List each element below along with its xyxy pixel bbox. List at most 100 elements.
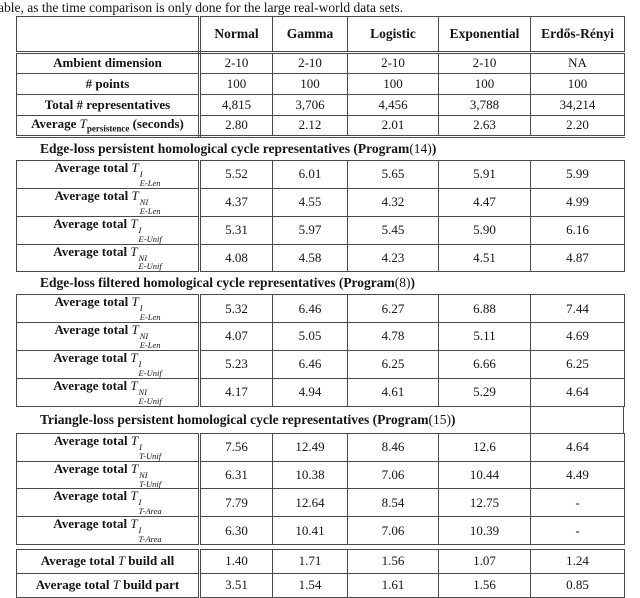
table-row: Average total T NI T-Unif 6.31 10.38 7.06 … xyxy=(16,460,625,490)
table-row: Average total T I E-Len 5.32 6.46 6.27 6.8… xyxy=(16,294,625,324)
cell-value: NA xyxy=(530,52,625,74)
table-row: Average total T I T-Unif 7.56 12.49 8.46 1… xyxy=(16,432,625,462)
section-title-close: ) xyxy=(431,141,437,156)
cell-value: 4,815 xyxy=(199,94,273,116)
math-sup: I xyxy=(139,169,143,179)
row-label: Ambient dimension xyxy=(16,52,201,74)
row-label-text: Average total xyxy=(54,322,129,338)
table-row: Average total T NI E-Unif 4.17 4.94 4.61 5… xyxy=(16,377,625,407)
cell-value: 6.88 xyxy=(438,294,531,324)
cell-value: 4.55 xyxy=(272,187,348,217)
math-sup: I xyxy=(139,303,143,314)
math-supsub: I T-Area xyxy=(139,498,162,516)
header-row: Normal Gamma Logistic Exponential Erdős-… xyxy=(16,16,625,54)
cell-value: 5.23 xyxy=(199,350,273,379)
caption-text: able, as the time comparison is only don… xyxy=(0,0,403,15)
section-title-close: ) xyxy=(410,275,416,291)
row-label: Average total T I T-Unif xyxy=(16,432,201,462)
cell-value: 6.25 xyxy=(530,350,625,379)
cell-value: - xyxy=(530,516,625,546)
row-label-text: Average total xyxy=(54,294,129,310)
math-sup: I xyxy=(138,497,142,508)
cell-value: 4.08 xyxy=(199,243,273,273)
table-row: Average total T build part 3.51 1.54 1.6… xyxy=(16,573,625,598)
row-label: Average total T I E-Unif xyxy=(16,215,201,245)
row-label: Average total T NI E-Len xyxy=(16,322,201,352)
math-symbol: T xyxy=(130,461,139,476)
math-supsub: NI E-Unif xyxy=(138,252,162,272)
math-sup: NI xyxy=(139,196,149,207)
row-label: Average total T I T-Area xyxy=(16,488,201,518)
math-supsub: I E-Len xyxy=(140,170,161,188)
cell-value: 10.39 xyxy=(438,516,531,546)
cell-value: 5.45 xyxy=(347,215,439,245)
row-label: Average total T I E-Unif xyxy=(16,350,201,379)
math-symbol: T xyxy=(130,350,138,366)
cell-value: 10.38 xyxy=(272,460,348,490)
cell-value: 6.31 xyxy=(199,460,273,490)
math-sub: T-Unif xyxy=(139,478,162,489)
math-symbol: T xyxy=(130,244,138,259)
cell-value: 4.87 xyxy=(530,243,625,273)
cell-value: 3.51 xyxy=(199,573,273,598)
cell-value: 1.56 xyxy=(438,573,531,598)
cell-value: 34,214 xyxy=(530,94,625,116)
cell-value: 2.12 xyxy=(272,115,348,138)
summary-table: Normal Gamma Logistic Exponential Erdős-… xyxy=(16,16,625,138)
row-label-suffix: (seconds) xyxy=(132,115,184,131)
cell-value: 5.97 xyxy=(272,215,348,245)
cell-value: 12.75 xyxy=(438,488,531,518)
cell-value: 12.64 xyxy=(272,488,348,518)
math-supsub: NI E-Len xyxy=(140,332,161,350)
column-header-erdos-renyi: Erdős-Rényi xyxy=(530,16,625,54)
triangle-loss-table: Average total T I T-Unif 7.56 12.49 8.46 1… xyxy=(16,432,625,546)
cell-value: 4.32 xyxy=(347,187,439,217)
math-supsub: I T-Area xyxy=(139,526,162,544)
cell-value: 5.29 xyxy=(438,377,531,407)
section-title-close: ) xyxy=(451,411,456,427)
cell-value: 3,788 xyxy=(438,94,531,116)
math-supsub: I E-Unif xyxy=(138,224,162,243)
empty-cell-box xyxy=(530,405,624,433)
row-label: Average total T NI E-Unif xyxy=(16,377,201,407)
math-sub: E-Len xyxy=(139,340,161,351)
math-sub: T-Unif xyxy=(139,450,162,461)
math-symbol: T xyxy=(131,188,139,203)
math-symbol: T xyxy=(130,516,138,532)
math-sup: I xyxy=(139,441,142,452)
math-supsub: NI E-Unif xyxy=(138,386,162,405)
math-sup: I xyxy=(138,224,142,235)
table-row: Average total T I E-Unif 5.31 5.97 5.45 5.… xyxy=(16,215,625,245)
header-empty-cell xyxy=(16,16,201,54)
cell-value: 7.06 xyxy=(347,460,439,490)
cell-value: 8.46 xyxy=(347,432,439,462)
cell-value: - xyxy=(530,488,625,518)
cell-value: 12.6 xyxy=(438,432,531,462)
cell-value: 2.01 xyxy=(347,115,439,138)
math-sup: I xyxy=(138,525,142,536)
cell-value: 6.46 xyxy=(272,294,348,324)
row-label: Average total T build part xyxy=(16,573,201,598)
row-label-text: Average total xyxy=(53,433,128,448)
math-symbol: T xyxy=(112,577,120,593)
row-label: # points xyxy=(16,73,201,95)
cell-value: 4.37 xyxy=(199,187,273,217)
math-sup: NI xyxy=(138,252,148,263)
math-sup: NI xyxy=(139,469,148,480)
cell-value: 6.16 xyxy=(530,215,625,245)
math-sup: NI xyxy=(138,386,148,397)
cell-value: 4.23 xyxy=(347,243,439,273)
cell-value: 4.61 xyxy=(347,377,439,407)
cell-value: 4,456 xyxy=(347,94,439,116)
table-row: Average total T I T-Area 6.30 10.41 7.06 1… xyxy=(16,516,625,546)
cell-value: 7.56 xyxy=(199,432,273,462)
row-label-text: Average xyxy=(31,115,77,131)
equation-ref: (15) xyxy=(428,411,452,427)
math-symbol: T xyxy=(131,160,139,175)
row-label: Average total T NI T-Unif xyxy=(16,460,201,490)
cell-value: 7.44 xyxy=(530,294,625,324)
math-sub: E-Len xyxy=(139,177,161,188)
row-label-text: Average total xyxy=(53,378,128,393)
math-sub: E-Unif xyxy=(138,261,162,272)
math-symbol: T xyxy=(131,322,139,338)
